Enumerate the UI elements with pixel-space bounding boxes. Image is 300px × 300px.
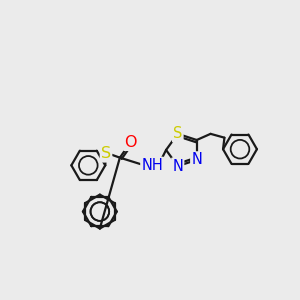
Text: N: N [172, 159, 183, 174]
Text: S: S [173, 126, 182, 141]
Text: N: N [191, 152, 202, 167]
Text: S: S [101, 146, 111, 161]
Text: O: O [124, 135, 137, 150]
Text: NH: NH [141, 158, 163, 173]
